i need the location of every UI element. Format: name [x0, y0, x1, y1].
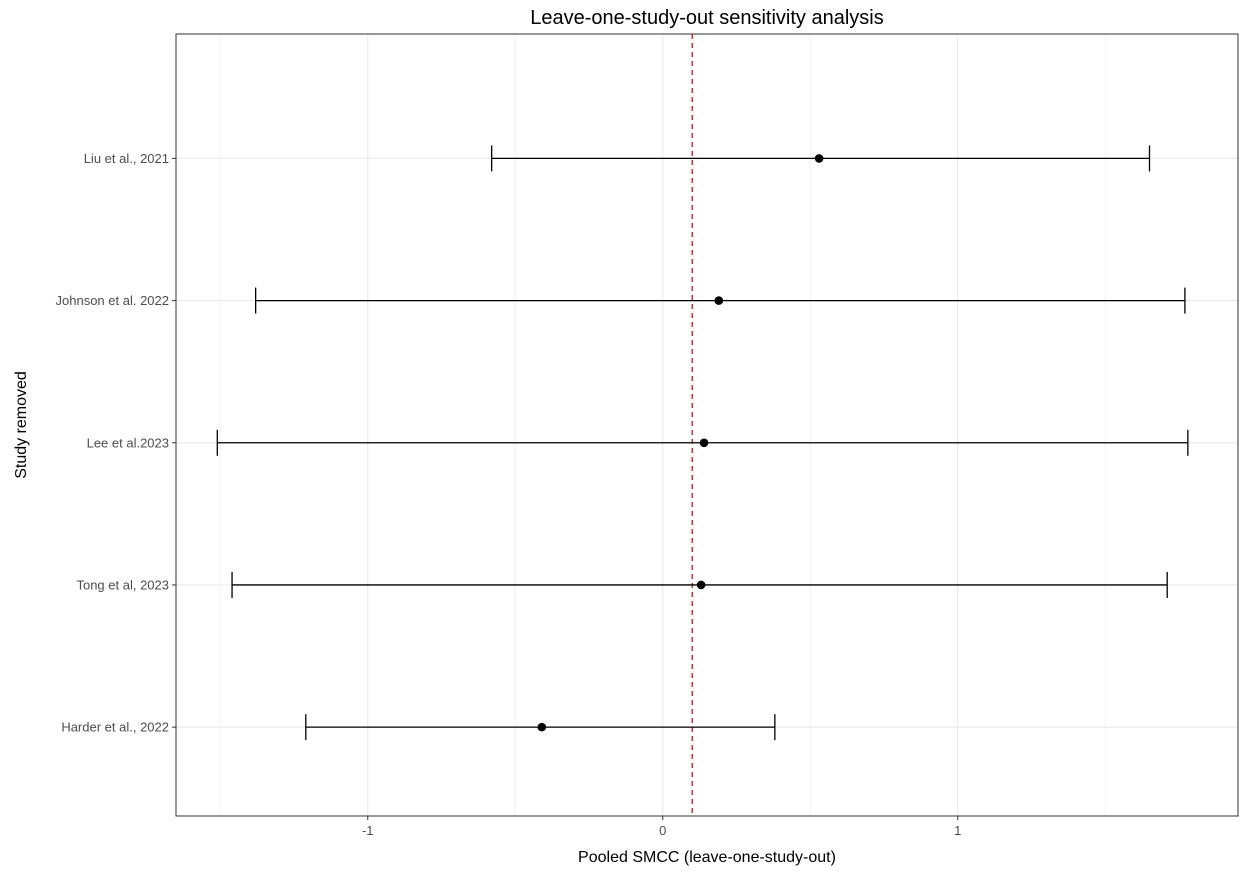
grid-lines	[176, 34, 1238, 816]
y-tick-label: Johnson et al. 2022	[56, 293, 169, 308]
y-axis-title: Study removed	[13, 371, 30, 479]
y-axis: Liu et al., 2021 Johnson et al. 2022 Lee e…	[56, 151, 176, 735]
x-tick-label: 1	[954, 823, 961, 838]
x-tick-label: -1	[362, 823, 374, 838]
point-estimate	[714, 296, 724, 305]
x-axis-title: Pooled SMCC (leave-one-study-out)	[578, 849, 836, 866]
chart-title: Leave-one-study-out sensitivity analysis	[530, 7, 884, 29]
y-tick-label: Tong et al, 2023	[76, 577, 169, 592]
plot-panel-background	[176, 34, 1238, 816]
x-tick-label: 0	[659, 823, 666, 838]
y-tick-label: Lee et al.2023	[87, 435, 169, 450]
point-estimate	[814, 154, 824, 163]
x-axis: -1 0 1	[362, 816, 961, 838]
y-tick-label: Harder et al., 2022	[61, 720, 169, 735]
point-estimate	[537, 722, 547, 732]
point-estimate	[696, 580, 706, 590]
point-estimate	[699, 438, 709, 448]
y-tick-label: Liu et al., 2021	[84, 151, 169, 166]
plot-panel-border	[175, 33, 1239, 817]
study-marks	[216, 145, 1189, 741]
